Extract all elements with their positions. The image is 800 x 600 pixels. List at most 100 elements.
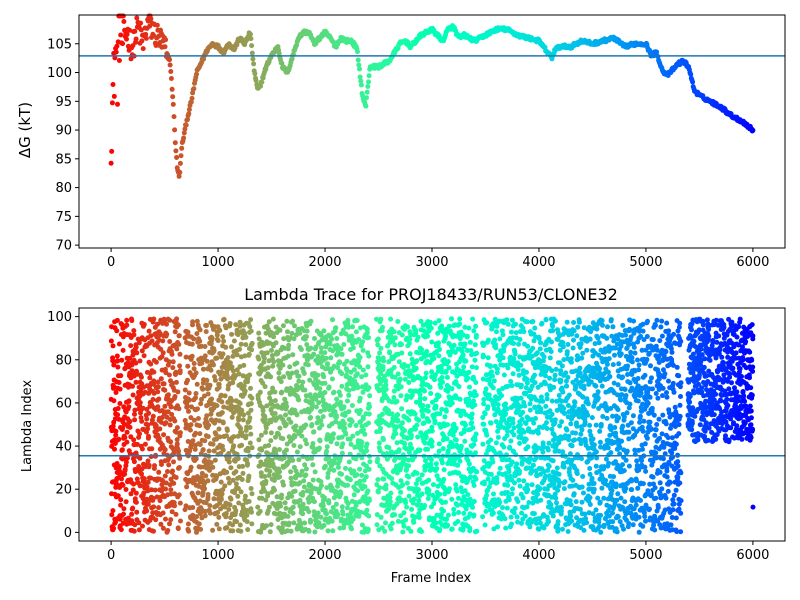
data-point [284, 404, 290, 409]
data-point [139, 471, 144, 477]
data-point [367, 404, 372, 410]
data-point [305, 362, 311, 368]
data-point [382, 528, 388, 534]
data-point [375, 489, 381, 495]
data-point [176, 173, 182, 179]
data-point [279, 60, 285, 66]
data-point [194, 71, 199, 77]
data-point [185, 377, 190, 383]
data-point [392, 335, 398, 341]
data-point [466, 325, 472, 331]
data-point [322, 350, 328, 356]
data-point [140, 46, 146, 52]
data-point [198, 343, 204, 349]
data-point [439, 375, 445, 380]
data-point [112, 446, 117, 452]
data-point [505, 490, 511, 495]
data-point [211, 347, 217, 353]
data-point [366, 73, 372, 79]
data-point [176, 448, 182, 454]
data-point [487, 364, 493, 370]
data-point [167, 62, 173, 68]
data-point [471, 483, 477, 488]
data-point [162, 473, 168, 479]
data-point [446, 365, 452, 371]
data-point [231, 443, 237, 449]
data-point [174, 155, 180, 160]
data-point [131, 528, 137, 534]
data-point [177, 351, 183, 357]
data-point [469, 420, 475, 426]
data-point [491, 491, 496, 497]
data-point [176, 406, 182, 412]
data-point [272, 389, 278, 395]
data-point [453, 425, 459, 431]
data-point [290, 457, 296, 463]
data-point [145, 501, 151, 507]
data-point [392, 455, 398, 461]
data-point [134, 350, 140, 356]
data-point [143, 31, 149, 37]
data-point [168, 439, 174, 445]
data-point [509, 521, 514, 527]
data-point [524, 319, 530, 325]
data-point [525, 444, 531, 450]
data-point [366, 335, 372, 341]
data-point [280, 362, 286, 368]
data-point [425, 333, 430, 339]
data-point [391, 329, 397, 335]
data-point [214, 521, 220, 527]
data-point [509, 459, 515, 465]
data-point [188, 464, 194, 470]
data-point [111, 93, 117, 99]
data-point [291, 520, 297, 526]
data-point [282, 500, 288, 506]
data-point [546, 519, 551, 525]
data-point [145, 422, 151, 428]
data-point [493, 345, 499, 351]
data-point [472, 342, 478, 348]
data-point [461, 364, 467, 370]
data-point [323, 355, 329, 361]
data-point [383, 386, 389, 392]
data-point [271, 359, 277, 365]
data-point [311, 351, 317, 357]
data-point [437, 527, 443, 532]
data-point [515, 367, 521, 372]
data-point [120, 425, 126, 431]
data-point [428, 391, 434, 396]
data-point [482, 411, 488, 417]
data-point [436, 448, 442, 454]
data-point [377, 485, 383, 491]
data-point [155, 384, 161, 390]
data-point [339, 471, 344, 477]
data-point [688, 71, 694, 77]
data-point [189, 353, 195, 359]
data-point [185, 117, 190, 122]
data-point [133, 490, 139, 496]
data-point [241, 383, 247, 389]
data-point [451, 506, 457, 512]
data-point [310, 462, 316, 468]
data-point [397, 376, 403, 382]
delta-g-panel: 0 1000 2000 3000 4000 5000 6000 70758085909510… [16, 13, 786, 270]
data-point [225, 376, 230, 382]
x-tick-label: 2000 [308, 255, 341, 270]
data-point [237, 522, 243, 528]
data-point [222, 483, 228, 489]
data-point [148, 454, 154, 460]
data-point [358, 78, 364, 84]
data-point [113, 519, 118, 525]
data-point [164, 321, 169, 327]
data-point [472, 402, 478, 408]
data-point [249, 491, 255, 497]
data-point [518, 395, 524, 401]
data-point [524, 482, 530, 488]
data-point [262, 384, 268, 390]
data-point [354, 318, 360, 323]
data-point [246, 351, 252, 357]
data-point [350, 433, 356, 439]
data-point [165, 392, 171, 398]
data-point [286, 520, 292, 526]
data-point [110, 358, 116, 364]
